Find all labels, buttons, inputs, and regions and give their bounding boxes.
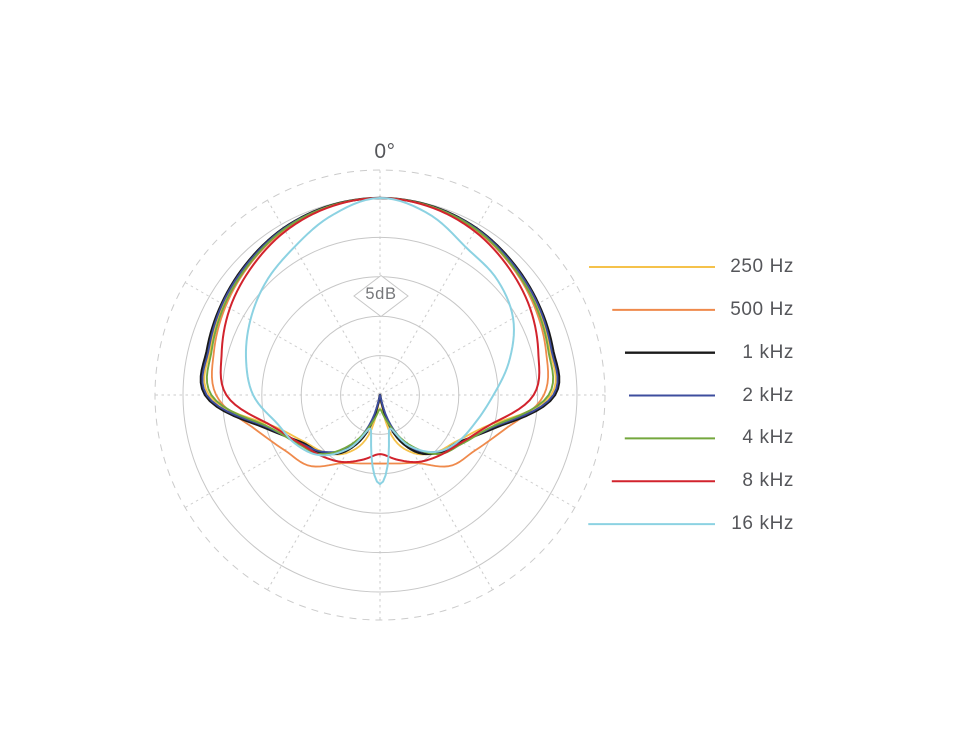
legend-label-8khz: 8 kHz (742, 470, 794, 491)
radial-grid-line (267, 394, 381, 591)
radial-grid-line (184, 282, 381, 396)
legend-label-1khz: 1 kHz (742, 342, 794, 363)
legend-label-4khz: 4 kHz (742, 427, 794, 448)
series-curve-1-khz (199, 196, 561, 456)
db-scale-label: 5dB (365, 285, 397, 303)
radial-grid-line (184, 394, 381, 508)
legend-label-250hz: 250 Hz (730, 256, 794, 277)
db-ring-circle (340, 355, 420, 435)
legend-label-500hz: 500 Hz (730, 299, 794, 320)
series-curve-16-khz (244, 197, 515, 486)
radial-grid-line (379, 394, 493, 591)
series-curve-250-hz (203, 197, 557, 456)
radial-grid-line (379, 282, 576, 396)
radial-grid-line (379, 394, 576, 508)
db-ring-circle (221, 236, 539, 554)
radial-grid-line (379, 199, 493, 396)
angle-zero-label: 0° (374, 140, 396, 163)
db-label-diamond (353, 274, 409, 318)
radial-grid-line (267, 199, 381, 396)
legend-label-16khz: 16 kHz (731, 513, 794, 534)
series-curve-4-khz (205, 197, 555, 456)
outer-dashed-circle (154, 169, 606, 621)
legend-label-2khz: 2 kHz (742, 385, 794, 406)
